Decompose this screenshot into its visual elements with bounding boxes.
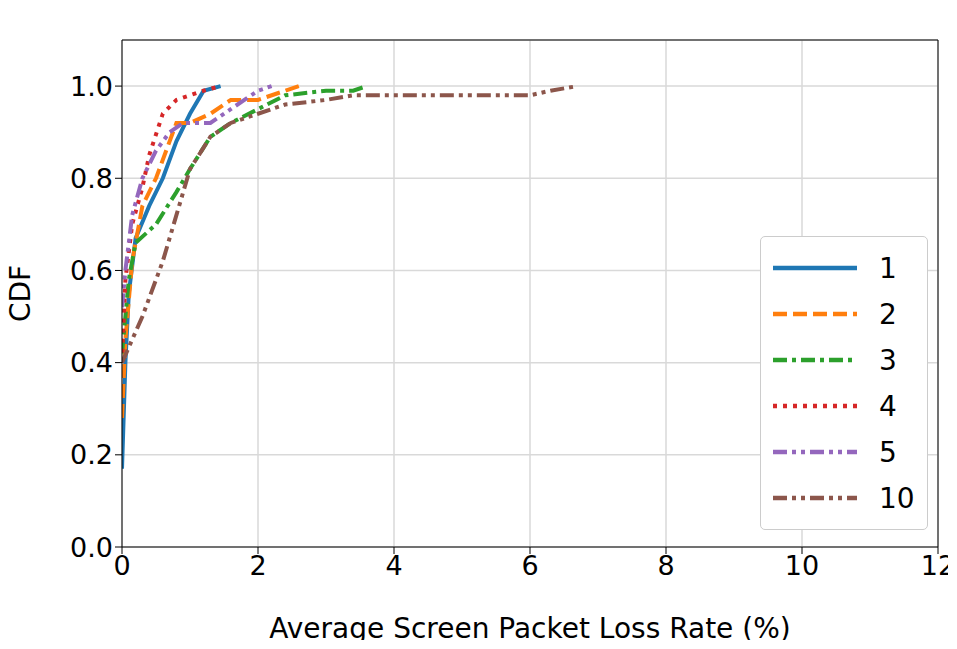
html-text:3: 3 — [879, 343, 897, 377]
html-text:5: 5 — [879, 435, 897, 469]
html-text:4: 4 — [879, 389, 897, 423]
html-text:1: 1 — [879, 251, 897, 285]
svg-text:10: 10 — [785, 550, 819, 581]
svg-text:0.0: 0.0 — [70, 532, 113, 563]
svg-text:2: 2 — [249, 550, 266, 581]
svg-text:CDF: CDF — [8, 265, 37, 322]
svg-text:6: 6 — [521, 550, 538, 581]
svg-text:1.0: 1.0 — [70, 71, 113, 102]
html-text:2: 2 — [879, 297, 897, 331]
html-text:10: 10 — [879, 481, 915, 515]
svg-text:12: 12 — [921, 550, 948, 581]
svg-text:8: 8 — [657, 550, 674, 581]
svg-text:Average Screen Packet Loss Rat: Average Screen Packet Loss Rate (%) — [269, 612, 790, 640]
svg-text:0.2: 0.2 — [70, 439, 113, 470]
svg-text:0: 0 — [113, 550, 130, 581]
svg-text:4: 4 — [385, 550, 402, 581]
svg-text:0.6: 0.6 — [70, 255, 113, 286]
svg-text:0.4: 0.4 — [70, 347, 113, 378]
svg-text:0.8: 0.8 — [70, 163, 113, 194]
